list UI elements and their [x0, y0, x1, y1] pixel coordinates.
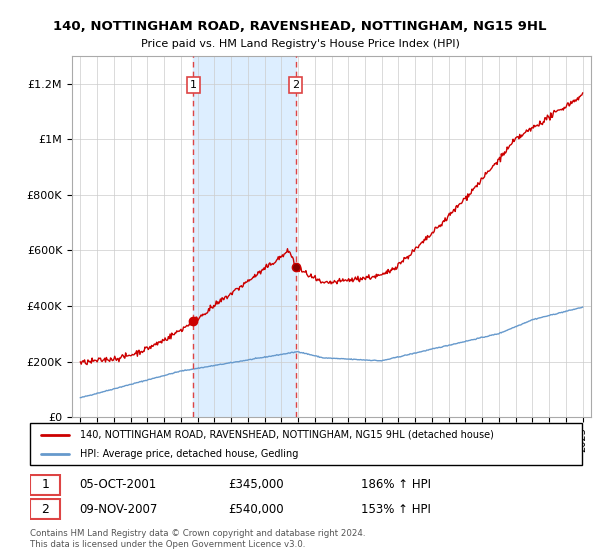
- Text: HPI: Average price, detached house, Gedling: HPI: Average price, detached house, Gedl…: [80, 449, 298, 459]
- Text: 2: 2: [41, 502, 49, 516]
- Text: 1: 1: [41, 478, 49, 492]
- Text: 05-OCT-2001: 05-OCT-2001: [80, 478, 157, 492]
- Text: Contains HM Land Registry data © Crown copyright and database right 2024.
This d: Contains HM Land Registry data © Crown c…: [30, 529, 365, 549]
- Text: 140, NOTTINGHAM ROAD, RAVENSHEAD, NOTTINGHAM, NG15 9HL: 140, NOTTINGHAM ROAD, RAVENSHEAD, NOTTIN…: [53, 20, 547, 32]
- Bar: [193, 56, 296, 417]
- Text: 2: 2: [292, 80, 299, 90]
- Text: £345,000: £345,000: [229, 478, 284, 492]
- Text: £540,000: £540,000: [229, 502, 284, 516]
- Text: 09-NOV-2007: 09-NOV-2007: [80, 502, 158, 516]
- Text: 1: 1: [190, 80, 197, 90]
- Text: 186% ↑ HPI: 186% ↑ HPI: [361, 478, 431, 492]
- Bar: [30, 475, 61, 494]
- Text: 153% ↑ HPI: 153% ↑ HPI: [361, 502, 431, 516]
- Text: 140, NOTTINGHAM ROAD, RAVENSHEAD, NOTTINGHAM, NG15 9HL (detached house): 140, NOTTINGHAM ROAD, RAVENSHEAD, NOTTIN…: [80, 430, 494, 440]
- Text: Price paid vs. HM Land Registry's House Price Index (HPI): Price paid vs. HM Land Registry's House …: [140, 39, 460, 49]
- Bar: [30, 500, 61, 519]
